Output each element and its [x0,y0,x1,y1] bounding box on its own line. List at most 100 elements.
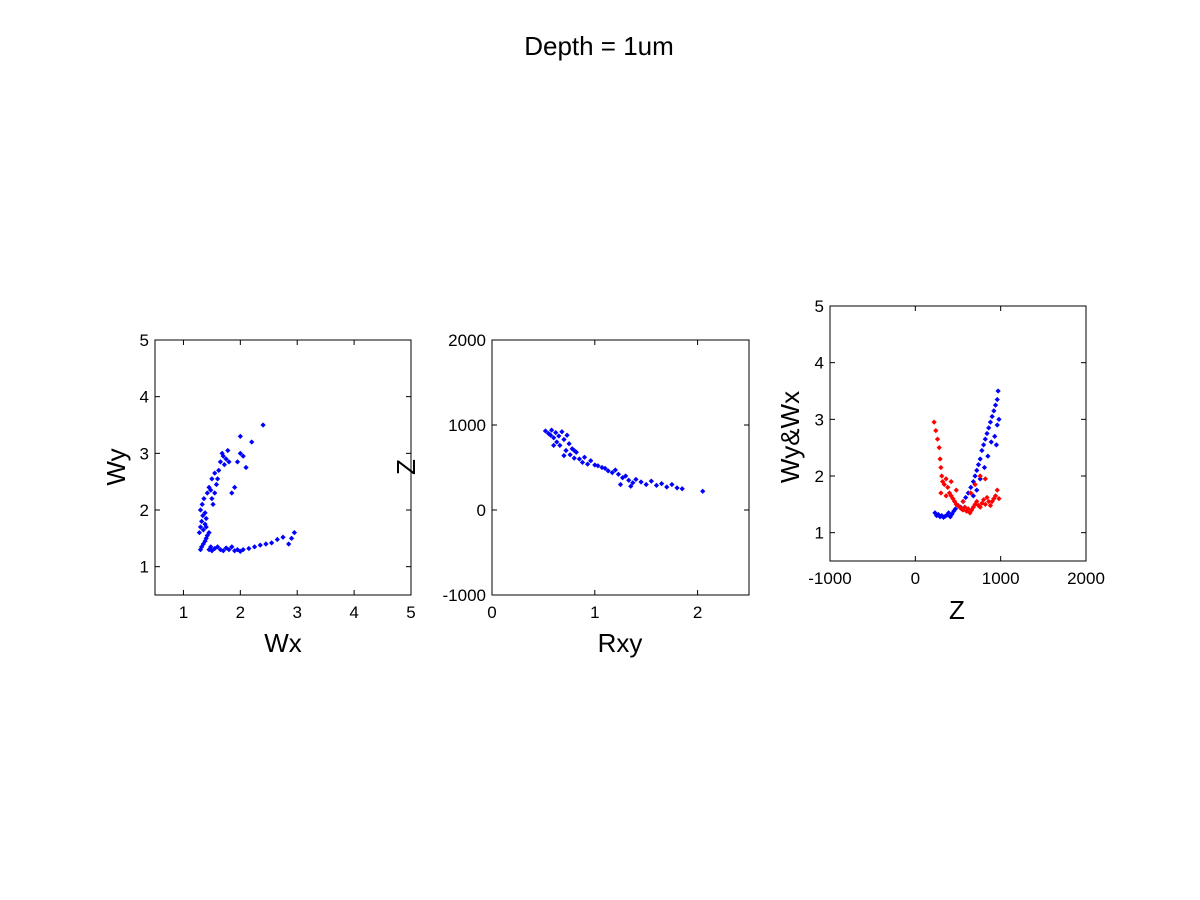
data-point [196,530,202,536]
y-tick-label: 2 [140,501,149,520]
data-point [984,494,990,501]
data-point [993,442,1000,448]
data-point [563,447,569,454]
data-point [576,456,583,462]
data-point [237,450,243,456]
data-point [548,427,555,433]
data-point [206,530,212,536]
data-point [274,536,280,543]
data-point [974,498,980,505]
data-point [216,467,222,473]
data-point [246,545,252,552]
data-point [213,481,220,488]
data-point [669,481,675,488]
data-point [679,486,685,492]
data-point [221,462,228,468]
data-point [557,442,563,449]
data-point [212,470,218,476]
data-point [605,468,611,474]
x-tick-label: 0 [911,569,920,588]
data-point [995,388,1001,394]
data-point [551,435,557,441]
data-point [953,487,959,493]
data-point [200,527,206,533]
data-point [994,396,1000,403]
data-points [931,388,1002,520]
data-point [249,439,255,445]
data-point [980,442,987,448]
y-tick-label: 3 [140,444,149,463]
data-point [229,544,235,550]
data-point [199,501,205,507]
data-point [571,455,577,461]
data-point [209,476,215,482]
data-point [992,433,998,439]
y-axis-label: Wy&Wx [775,391,805,483]
data-point [615,471,622,477]
data-point [633,476,639,483]
y-axis-label: Z [391,459,421,475]
data-point [210,501,216,507]
data-point [986,498,992,505]
data-point [226,547,232,553]
data-point [970,493,976,499]
data-point [943,476,949,482]
data-point [232,484,238,490]
data-point [977,504,983,510]
data-point [197,507,204,513]
data-point [214,476,221,482]
x-axis-label: Rxy [598,628,643,658]
data-point [554,439,560,445]
y-tick-label: 4 [815,354,824,373]
data-point [982,436,988,442]
data-point [991,408,997,414]
data-point [623,473,629,479]
x-tick-label: 3 [292,603,301,622]
y-tick-label: 4 [140,388,149,407]
data-point [939,473,945,479]
data-point [945,484,951,490]
data-point [977,476,983,482]
data-point [199,518,205,524]
data-points [196,422,298,554]
data-point [968,490,974,496]
data-point [987,502,994,509]
data-point [220,453,226,459]
y-tick-label: 1 [815,524,824,543]
data-point [556,433,562,439]
y-tick-label: 2000 [448,331,486,350]
data-point [581,454,588,460]
data-point [209,548,215,554]
data-point [200,513,206,519]
data-point [553,430,559,436]
data-point [595,463,601,469]
data-point [674,485,680,491]
y-tick-label: 1000 [448,416,486,435]
wx-wy-scatter-plot: 1 2 3 4 5 1 2 3 4 5 Wx Wy [101,331,416,658]
data-point [214,544,221,550]
data-point [938,464,944,471]
data-point [268,540,275,546]
data-point [240,547,246,553]
data-point [992,402,999,408]
y-tick-label: 1 [140,558,149,577]
data-point [612,467,618,473]
data-point [658,481,665,487]
data-point [941,481,947,488]
data-point [584,461,591,467]
data-point [988,439,994,445]
data-point [945,510,952,516]
data-point [937,456,943,462]
data-point [628,483,634,489]
data-point [996,496,1002,502]
data-point [203,515,209,522]
data-point [936,445,942,451]
x-tick-label: 4 [349,603,358,622]
data-point [599,464,605,471]
data-point [977,456,983,462]
data-point [653,482,660,488]
data-point [986,425,992,431]
data-point [260,422,266,428]
data-point [979,447,985,454]
